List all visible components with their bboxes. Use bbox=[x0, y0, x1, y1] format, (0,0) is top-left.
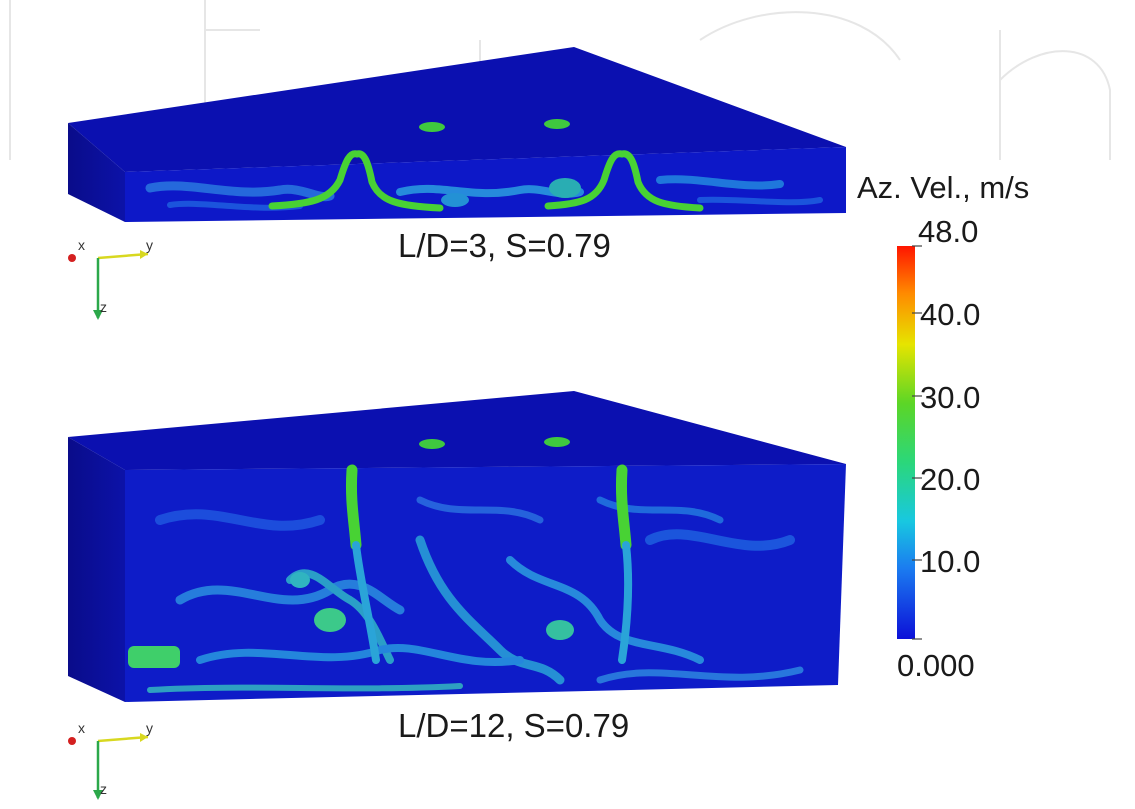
colorbar-label: 20.0 bbox=[920, 462, 981, 497]
axis-letters: x y z x y z bbox=[78, 237, 153, 797]
colorbar-label-max: 48.0 bbox=[918, 214, 979, 249]
axis-label-y-top: y bbox=[146, 237, 153, 253]
colorbar-title: Az. Vel., m/s bbox=[857, 170, 1030, 205]
panel-caption-bottom: L/D=12, S=0.79 bbox=[398, 707, 630, 744]
slab-top-face bbox=[68, 47, 846, 172]
panel-bottom-block bbox=[68, 391, 846, 702]
block-top-face bbox=[68, 391, 846, 470]
axis-label-x-top: x bbox=[78, 237, 85, 253]
velocity-field-bottom bbox=[147, 496, 804, 693]
velocity-field-top bbox=[145, 175, 823, 211]
colorbar-label-min: 0.000 bbox=[897, 648, 975, 683]
axis-triad-bottom bbox=[68, 733, 149, 800]
inlet-port bbox=[419, 122, 445, 132]
colorbar-label: 30.0 bbox=[920, 380, 981, 415]
colorbar-label: 40.0 bbox=[920, 297, 981, 332]
axis-triad-top bbox=[68, 250, 149, 320]
inlet-port bbox=[544, 437, 570, 447]
block-front-face bbox=[125, 464, 846, 702]
axis-label-x-bottom: x bbox=[78, 720, 85, 736]
axis-label-z-top: z bbox=[100, 299, 107, 315]
colorbar-ticks bbox=[912, 245, 922, 640]
eddy-patch bbox=[128, 646, 180, 668]
panel-top-slab bbox=[68, 47, 846, 222]
jet-plumes-bottom bbox=[345, 464, 633, 664]
inlet-port bbox=[544, 119, 570, 129]
axis-label-z-bottom: z bbox=[100, 781, 107, 797]
eddy-patch bbox=[546, 620, 574, 640]
panel-caption-top: L/D=3, S=0.79 bbox=[398, 227, 611, 264]
jet-plumes-top bbox=[268, 150, 704, 212]
inlet-port bbox=[419, 439, 445, 449]
colorbar-label: 10.0 bbox=[920, 544, 981, 579]
colorbar bbox=[897, 245, 922, 640]
slab-side-face bbox=[68, 123, 125, 222]
axis-label-y-bottom: y bbox=[146, 720, 153, 736]
block-side-face bbox=[68, 437, 125, 702]
eddy-patch bbox=[314, 608, 346, 632]
eddy-patch bbox=[290, 572, 310, 588]
colorbar-gradient bbox=[897, 246, 915, 639]
